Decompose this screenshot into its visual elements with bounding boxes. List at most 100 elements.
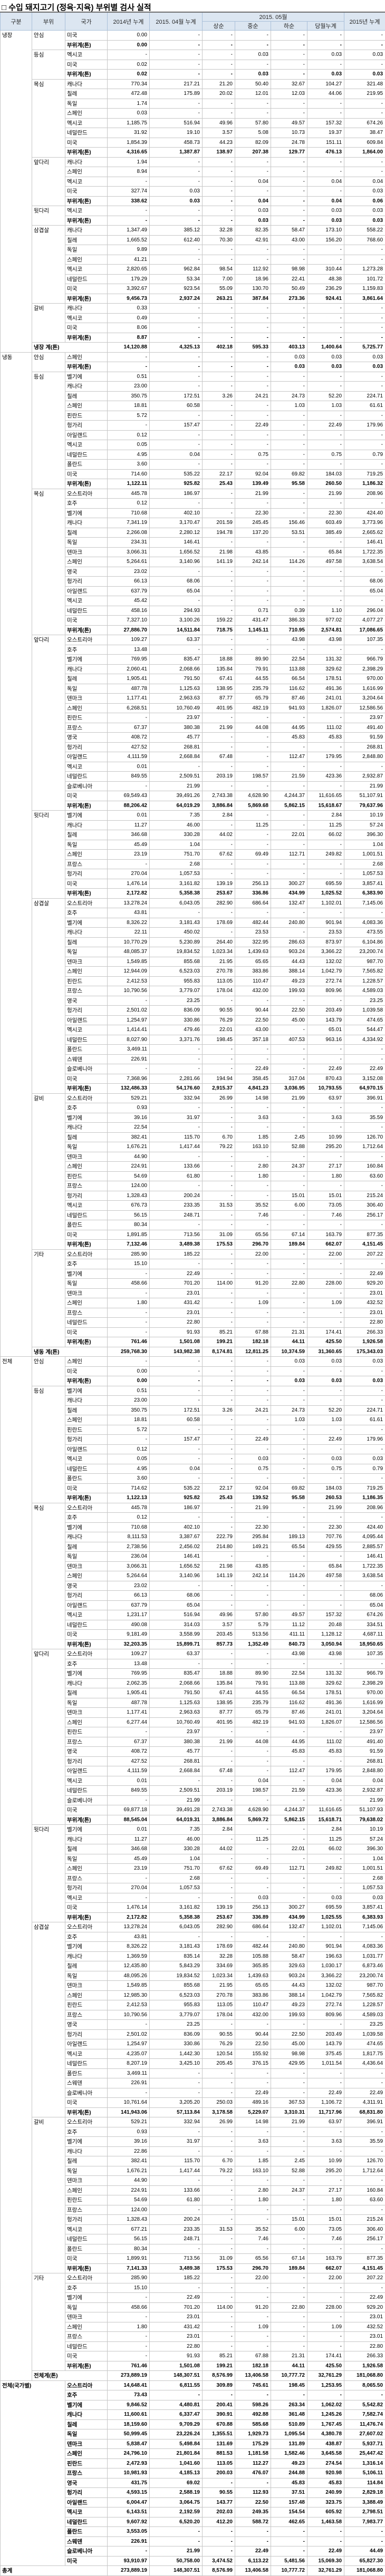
- value-cell: 224.71: [344, 1405, 385, 1415]
- value-cell: -: [203, 1113, 235, 1123]
- value-cell: -: [307, 2527, 344, 2537]
- value-cell: 266.33: [344, 2351, 385, 2361]
- value-cell: 69.49: [235, 850, 271, 860]
- value-cell: 963.16: [307, 1035, 344, 1045]
- value-cell: 0.00: [108, 1376, 150, 1386]
- value-cell: 70.30: [203, 235, 235, 245]
- value-cell: 249.82: [307, 850, 344, 860]
- value-cell: 49.23: [271, 2000, 307, 2010]
- value-cell: 21.99: [271, 1093, 307, 1103]
- value-cell: -: [307, 99, 344, 109]
- value-cell: 2,743.38: [203, 1805, 235, 1815]
- country-cell: 미국: [65, 187, 108, 197]
- value-cell: 402.10: [150, 508, 203, 518]
- value-cell: 12,985.30: [108, 1990, 150, 2000]
- value-cell: 39,491.26: [150, 791, 203, 801]
- value-cell: 408.72: [108, 733, 150, 743]
- value-cell: -: [344, 323, 385, 333]
- country-cell: 멕시코: [65, 1893, 108, 1903]
- value-cell: 6,383.93: [344, 1912, 385, 1922]
- value-cell: 3,474.52: [203, 2556, 235, 2566]
- value-cell: 15,069.30: [307, 2556, 344, 2566]
- value-cell: 4,151.45: [344, 2263, 385, 2273]
- country-cell: 캐나다: [65, 2410, 108, 2420]
- country-cell: 프랑스: [65, 2010, 108, 2020]
- country-cell: 캐나다: [65, 1532, 108, 1542]
- value-cell: -: [307, 2536, 344, 2546]
- value-cell: 69.49: [235, 1864, 271, 1874]
- country-cell: 캐나다: [65, 1396, 108, 1406]
- value-cell: -: [235, 2127, 271, 2137]
- value-cell: 1,185.75: [108, 118, 150, 128]
- country-cell: 헝가리: [65, 1006, 108, 1016]
- value-cell: -: [271, 1025, 307, 1035]
- value-cell: -: [271, 645, 307, 655]
- value-cell: 79.91: [235, 664, 271, 674]
- part-cell: 등심: [32, 1386, 65, 1503]
- value-cell: -: [271, 31, 307, 41]
- value-cell: 49.57: [271, 118, 307, 128]
- value-cell: 43.98: [271, 1649, 307, 1659]
- value-cell: -: [271, 333, 307, 343]
- value-cell: 4,244.37: [271, 791, 307, 801]
- value-cell: -: [150, 567, 203, 577]
- value-cell: -: [150, 2176, 203, 2186]
- value-cell: 1,400.64: [307, 343, 344, 353]
- value-cell: 23.97: [150, 713, 203, 723]
- value-cell: 155.92: [235, 2049, 271, 2059]
- value-cell: 0.03: [307, 1454, 344, 1464]
- value-cell: 0.03: [271, 362, 307, 372]
- value-cell: -: [235, 167, 271, 177]
- value-cell: 295.20: [307, 1142, 344, 1152]
- value-cell: 13.48: [108, 645, 150, 655]
- value-cell: 215.24: [344, 2215, 385, 2225]
- value-cell: 200.24: [150, 1191, 203, 1201]
- value-cell: 516.94: [150, 1610, 203, 1620]
- value-cell: 3,469.11: [108, 2068, 150, 2078]
- column-header: 2015년 누계: [344, 12, 385, 31]
- value-cell: 323.75: [307, 2497, 344, 2507]
- country-cell: 칠레: [65, 2419, 108, 2429]
- value-cell: 22.54: [271, 1669, 307, 1679]
- value-cell: 1,442.30: [150, 2049, 203, 2059]
- value-cell: 1.04: [150, 1854, 203, 1864]
- value-cell: -: [271, 157, 307, 167]
- value-cell: -: [271, 1776, 307, 1786]
- value-cell: -: [235, 187, 271, 197]
- value-cell: -: [307, 157, 344, 167]
- value-cell: 7,141.33: [108, 2263, 150, 2273]
- value-cell: 401.95: [203, 703, 235, 713]
- value-cell: -: [203, 430, 235, 440]
- value-cell: -: [307, 1591, 344, 1601]
- value-cell: 877.35: [344, 1230, 385, 1240]
- value-cell: 22.00: [307, 2273, 344, 2283]
- value-cell: -: [203, 1045, 235, 1055]
- value-cell: -: [271, 1113, 307, 1123]
- value-cell: -: [108, 2351, 150, 2361]
- value-cell: -: [203, 869, 235, 879]
- country-cell: 미국: [65, 1805, 108, 1815]
- value-cell: 91.93: [150, 2351, 203, 2361]
- value-cell: 1,254.97: [108, 1015, 150, 1025]
- country-cell: 호주: [65, 2283, 108, 2293]
- country-cell: 벨기에: [65, 1269, 108, 1279]
- country-cell: 캐나다: [65, 1834, 108, 1844]
- value-cell: 46.00: [150, 820, 203, 830]
- value-cell: 1,369.59: [108, 1951, 150, 1961]
- value-cell: 22.49: [307, 2546, 344, 2556]
- value-cell: 605.92: [307, 2507, 344, 2517]
- value-cell: 226.91: [108, 1054, 150, 1064]
- value-cell: 58.47: [271, 226, 307, 236]
- value-cell: -: [150, 1513, 203, 1523]
- value-cell: -: [203, 1873, 235, 1883]
- value-cell: 761.46: [108, 2361, 150, 2371]
- value-cell: 31.92: [108, 128, 150, 138]
- value-cell: 23.53: [307, 928, 344, 938]
- value-cell: -: [150, 362, 203, 372]
- column-header: 2015. 04월 누계: [150, 12, 203, 31]
- value-cell: -: [235, 1600, 271, 1610]
- value-cell: -: [271, 1045, 307, 1055]
- value-cell: 1,254.97: [108, 2039, 150, 2049]
